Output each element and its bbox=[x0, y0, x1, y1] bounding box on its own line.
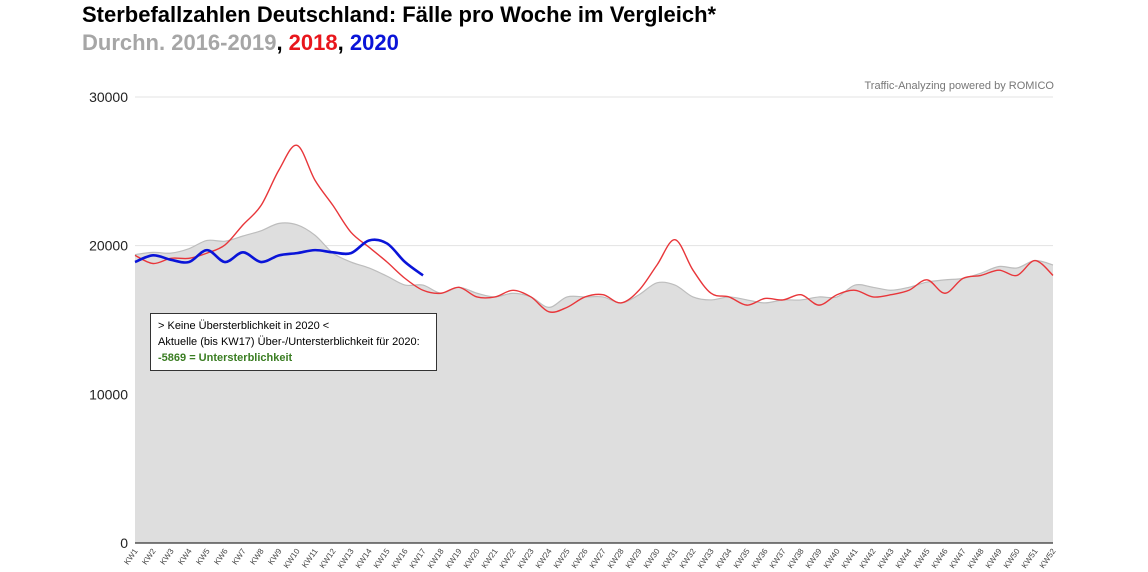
annotation-line3: -5869 = Untersterblichkeit bbox=[158, 352, 293, 364]
x-tick-label: KW39 bbox=[804, 547, 824, 570]
x-tick-label: KW24 bbox=[534, 547, 554, 570]
x-tick-label: KW16 bbox=[390, 547, 410, 570]
x-tick-label: KW51 bbox=[1020, 547, 1040, 570]
x-tick-label: KW44 bbox=[894, 547, 914, 570]
area-avg-2016-2019 bbox=[135, 222, 1053, 544]
x-tick-label: KW8 bbox=[248, 547, 266, 567]
x-tick-label: KW52 bbox=[1038, 547, 1058, 570]
annotation-line2: Aktuelle (bis KW17) Über-/Untersterblich… bbox=[158, 336, 420, 348]
x-tick-label: KW17 bbox=[408, 547, 428, 570]
x-tick-label: KW20 bbox=[462, 547, 482, 570]
x-tick-label: KW22 bbox=[498, 547, 518, 570]
annotation-line1: > Keine Übersterblichkeit in 2020 < bbox=[158, 320, 330, 332]
x-tick-label: KW27 bbox=[588, 547, 608, 570]
x-tick-label: KW7 bbox=[230, 547, 248, 567]
y-tick-label: 30000 bbox=[89, 89, 128, 105]
line-avg-2016-2019 bbox=[134, 222, 1054, 308]
x-tick-label: KW42 bbox=[858, 547, 878, 570]
x-tick-label: KW9 bbox=[266, 547, 284, 567]
y-tick-label: 10000 bbox=[89, 386, 128, 402]
legend-avg: Durchn. 2016-2019 bbox=[82, 30, 277, 55]
x-tick-label: KW11 bbox=[300, 547, 320, 570]
x-tick-label: KW28 bbox=[606, 547, 626, 570]
x-tick-label: KW38 bbox=[786, 547, 806, 570]
line-2018 bbox=[134, 144, 1054, 313]
x-tick-label: KW47 bbox=[948, 547, 968, 570]
x-tick-label: KW45 bbox=[912, 547, 932, 570]
x-tick-label: KW6 bbox=[212, 547, 230, 567]
x-tick-label: KW40 bbox=[822, 547, 842, 570]
x-tick-label: KW33 bbox=[696, 547, 716, 570]
x-tick-label: KW10 bbox=[282, 547, 302, 570]
x-tick-label: KW4 bbox=[176, 547, 194, 567]
subtitle-sep: , bbox=[337, 30, 350, 55]
legend-2018: 2018 bbox=[288, 30, 338, 55]
x-tick-label: KW46 bbox=[930, 547, 950, 570]
x-tick-label: KW50 bbox=[1002, 547, 1022, 570]
x-tick-label: KW37 bbox=[768, 547, 788, 570]
x-tick-label: KW30 bbox=[642, 547, 662, 570]
x-tick-label: KW25 bbox=[552, 547, 572, 570]
x-tick-label: KW32 bbox=[678, 547, 698, 570]
annotation-box: > Keine Übersterblichkeit in 2020 < Aktu… bbox=[150, 313, 437, 371]
x-tick-label: KW41 bbox=[840, 547, 860, 570]
x-tick-label: KW19 bbox=[444, 547, 464, 570]
x-tick-label: KW23 bbox=[516, 547, 536, 570]
x-tick-label: KW2 bbox=[140, 547, 158, 567]
legend-2020: 2020 bbox=[349, 30, 399, 55]
x-tick-label: KW3 bbox=[158, 547, 176, 567]
chart-subtitle: Durchn. 2016-2019, 2018, 2020 bbox=[82, 30, 399, 56]
x-tick-label: KW13 bbox=[336, 547, 356, 570]
x-tick-label: KW26 bbox=[570, 547, 590, 570]
line-2020 bbox=[134, 238, 424, 277]
x-tick-label: KW14 bbox=[354, 547, 374, 570]
x-tick-label: KW48 bbox=[966, 547, 986, 570]
x-tick-label: KW18 bbox=[426, 547, 446, 570]
x-tick-label: KW15 bbox=[372, 547, 392, 570]
x-tick-label: KW49 bbox=[984, 547, 1004, 570]
x-tick-label: KW21 bbox=[480, 547, 500, 570]
x-tick-label: KW29 bbox=[624, 547, 644, 570]
x-tick-label: KW35 bbox=[732, 547, 752, 570]
chart-title: Sterbefallzahlen Deutschland: Fälle pro … bbox=[82, 2, 717, 27]
x-tick-label: KW34 bbox=[714, 547, 734, 570]
subtitle-sep: , bbox=[276, 30, 289, 55]
x-tick-label: KW5 bbox=[194, 547, 212, 567]
x-tick-label: KW31 bbox=[660, 547, 680, 570]
x-tick-label: KW12 bbox=[318, 547, 338, 570]
x-tick-label: KW36 bbox=[750, 547, 770, 570]
y-tick-label: 0 bbox=[120, 535, 128, 551]
y-tick-label: 20000 bbox=[89, 238, 128, 254]
x-tick-label: KW43 bbox=[876, 547, 896, 570]
credit-text: Traffic-Analyzing powered by ROMICO bbox=[864, 80, 1054, 92]
